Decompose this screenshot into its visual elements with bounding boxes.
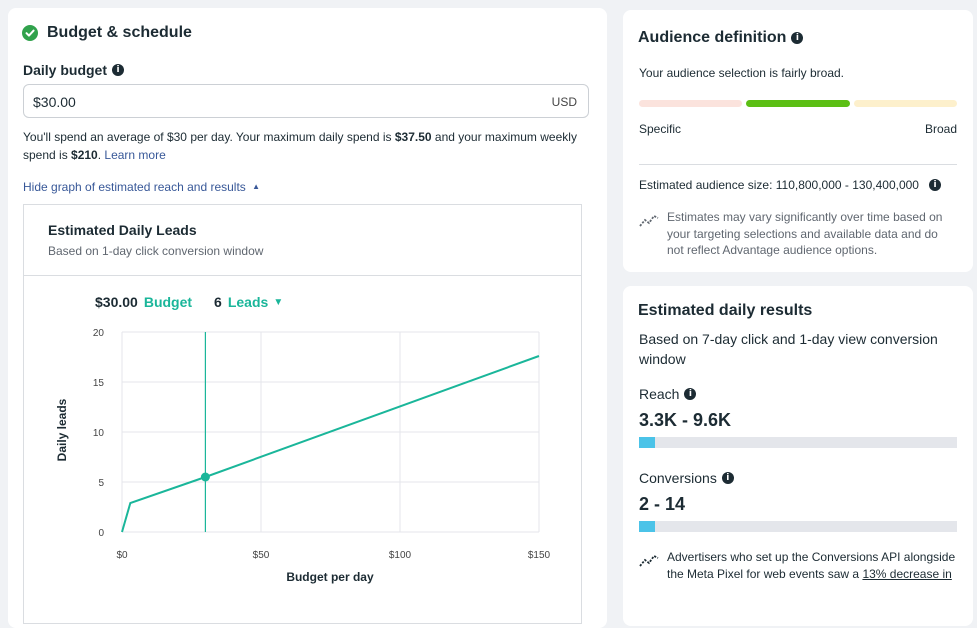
conversions-progress-fill [639, 521, 655, 532]
audience-title-text: Audience definition [638, 29, 787, 46]
budget-marker-point [200, 472, 210, 482]
y-axis-label: Daily leads [55, 398, 69, 461]
leads-chart: 0 5 10 15 20 $0 $50 $100 $150 Daily leads Budget… [55, 328, 551, 584]
hide-graph-link[interactable]: Hide graph of estimated reach and result… [23, 180, 260, 194]
graph-subtitle: Based on 1-day click conversion window [48, 244, 264, 258]
x-tick-label: $100 [389, 550, 412, 561]
x-axis-label: Budget per day [286, 570, 374, 584]
max-daily-spend: $37.50 [394, 130, 432, 144]
audience-definition-card: Audience definition i Your audience sele… [623, 10, 973, 272]
desc-part3: . [97, 148, 105, 162]
audience-note: Estimates may vary significantly over ti… [667, 210, 943, 257]
info-icon[interactable]: i [928, 179, 941, 191]
legend-budget-label: Budget [143, 294, 193, 310]
daily-budget-label: Daily budget i [23, 62, 125, 78]
results-subtitle: Based on 7-day click and 1-day view conv… [639, 331, 938, 367]
conversions-label: Conversions i [639, 470, 734, 486]
info-icon[interactable]: i [721, 472, 734, 484]
currency-label: USD [551, 95, 577, 109]
reach-progress-fill [639, 437, 655, 448]
legend-budget-value: $30.00 [95, 294, 138, 310]
y-tick-label: 0 [98, 528, 104, 539]
chart-grid [121, 331, 540, 533]
trend-icon [639, 212, 659, 233]
info-icon[interactable]: i [791, 32, 804, 44]
x-tick-label: $50 [253, 550, 270, 561]
graph-divider [24, 275, 581, 276]
daily-budget-input[interactable]: $30.00 USD [23, 84, 589, 118]
learn-more-link[interactable]: Learn more [104, 148, 166, 162]
audience-size: Estimated audience size: 110,800,000 - 1… [639, 178, 941, 192]
specific-label: Specific [639, 122, 682, 136]
budget-schedule-card: Budget & schedule Daily budget i $30.00 … [8, 8, 607, 628]
section-title: Budget & schedule [47, 24, 192, 41]
y-tick-label: 5 [98, 478, 104, 489]
results-note-link[interactable]: 13% decrease in [862, 566, 952, 581]
daily-budget-label-text: Daily budget [23, 62, 108, 78]
chart-legend: $30.00 Budget 6 Leads ▼ [95, 294, 283, 310]
broad-label: Broad [924, 122, 957, 136]
info-icon[interactable]: i [684, 388, 697, 400]
max-weekly-spend: $210 [71, 148, 98, 162]
budget-value[interactable]: $30.00 [33, 94, 76, 110]
caret-up-icon: ▲ [252, 182, 261, 191]
chart-ticks: 0 5 10 15 20 $0 $50 $100 $150 [93, 328, 551, 561]
chart-series [121, 332, 540, 533]
check-circle-icon [22, 25, 38, 41]
legend-leads-value: 6 [214, 294, 222, 310]
graph-panel: Estimated Daily Leads Based on 1-day cli… [23, 204, 582, 624]
desc-part2: and your maximum weekly spend is [23, 130, 577, 162]
reach-progress [639, 437, 957, 448]
reach-label-text: Reach [639, 386, 680, 402]
results-note: Advertisers who set up the Conversions A… [667, 549, 959, 582]
estimated-results-card: Estimated daily results Based on 7-day c… [623, 286, 973, 626]
leads-dropdown[interactable]: Leads [227, 294, 269, 310]
reach-value: 3.3K - 9.6K [639, 410, 732, 430]
conversions-progress [639, 521, 957, 532]
leads-series-line [121, 355, 540, 533]
audience-meter-broad [854, 100, 957, 107]
trend-icon [639, 552, 659, 573]
y-tick-label: 20 [93, 328, 105, 339]
graph-title: Estimated Daily Leads [48, 222, 197, 238]
x-tick-label: $150 [528, 550, 551, 561]
conversions-value: 2 - 14 [639, 494, 686, 514]
info-icon[interactable]: i [112, 64, 125, 76]
audience-meter-specific [639, 100, 742, 107]
spend-description: You'll spend an average of $30 per day. … [23, 128, 593, 164]
caret-down-icon[interactable]: ▼ [273, 296, 284, 308]
audience-title: Audience definition i [638, 29, 804, 47]
desc-part1: You'll spend an average of $30 per day. … [23, 130, 395, 144]
audience-description: Your audience selection is fairly broad. [639, 66, 845, 80]
reach-label: Reach i [639, 386, 697, 402]
hide-graph-text[interactable]: Hide graph of estimated reach and result… [23, 180, 246, 194]
y-tick-label: 10 [93, 428, 105, 439]
results-title: Estimated daily results [638, 302, 813, 319]
x-tick-label: $0 [116, 550, 128, 561]
results-note-text: Advertisers who set up the Conversions A… [667, 550, 956, 581]
audience-size-text: Estimated audience size: 110,800,000 - 1… [639, 178, 919, 192]
audience-meter-middle [746, 100, 850, 107]
y-tick-label: 15 [93, 378, 105, 389]
conversions-label-text: Conversions [639, 470, 717, 486]
audience-divider [639, 164, 957, 165]
